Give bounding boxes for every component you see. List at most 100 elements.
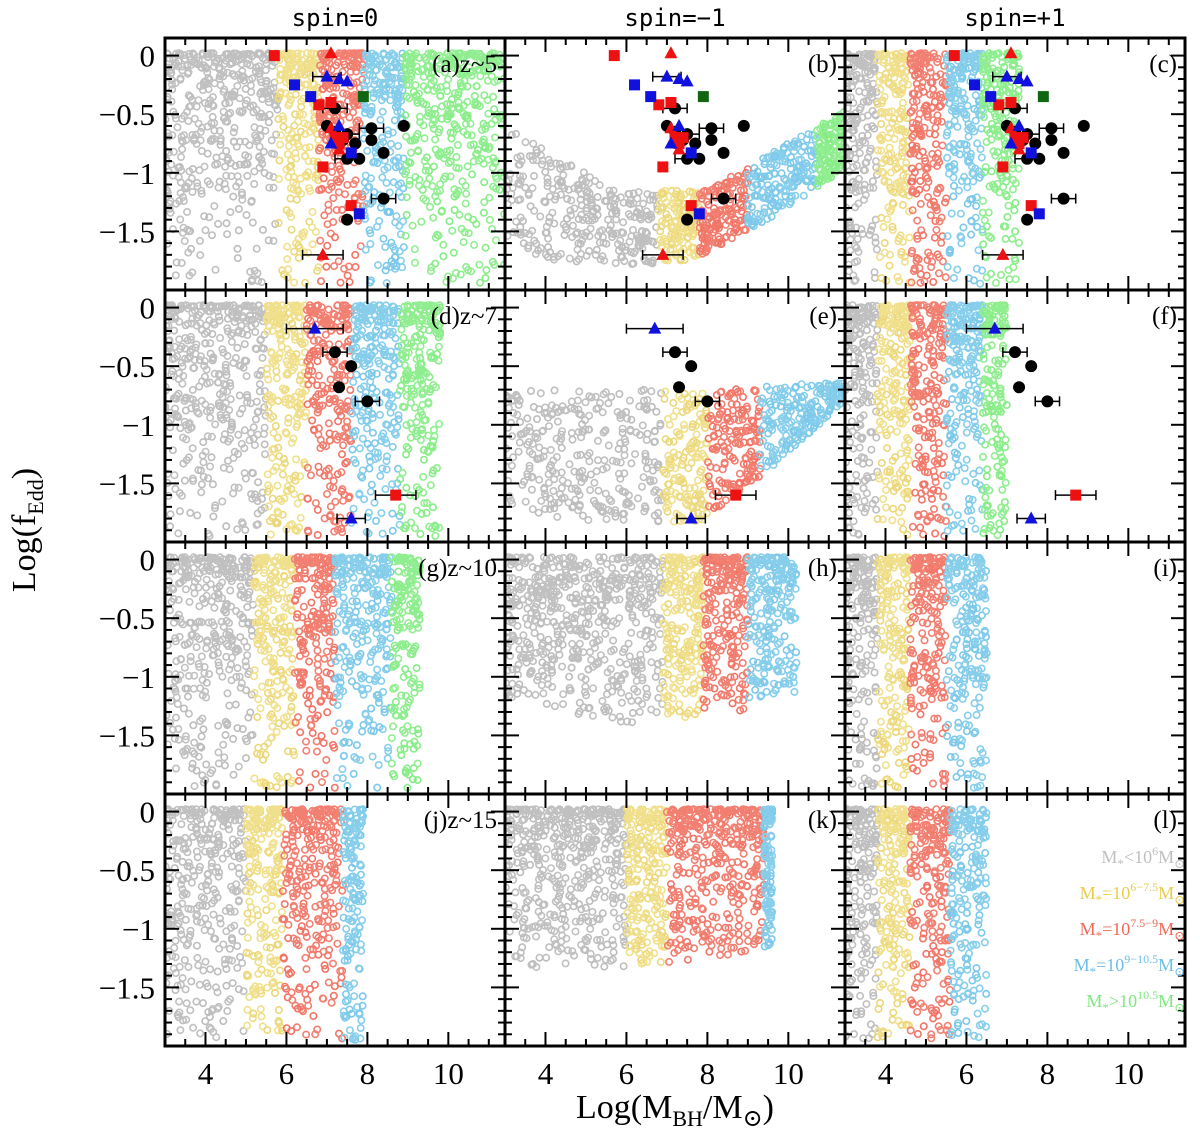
sim-point — [268, 513, 277, 522]
sim-point — [283, 345, 292, 354]
sim-point — [462, 262, 471, 271]
sim-point — [382, 261, 391, 270]
sim-point — [532, 146, 541, 155]
sim-point — [556, 190, 565, 199]
sim-point — [861, 138, 870, 147]
sim-point — [392, 262, 401, 271]
sim-point — [722, 182, 731, 191]
sim-point — [887, 205, 896, 214]
sim-point — [895, 114, 904, 123]
sim-point — [446, 100, 455, 109]
sim-point — [395, 386, 404, 395]
sim-point — [317, 110, 326, 119]
obs-black-circle — [737, 119, 750, 132]
sim-point — [908, 133, 917, 142]
sim-point — [221, 363, 230, 372]
sim-point — [918, 147, 927, 156]
sim-point — [372, 369, 381, 378]
sim-point — [447, 95, 456, 104]
obs-red-square — [665, 96, 677, 108]
sim-point — [403, 301, 412, 310]
sim-point — [415, 175, 424, 184]
obs-blue-triangle — [324, 136, 338, 149]
sim-point — [775, 151, 784, 160]
sim-point — [241, 525, 250, 534]
sim-point — [292, 422, 301, 431]
sim-point — [935, 102, 944, 111]
sim-point — [1011, 227, 1020, 236]
sim-point — [878, 167, 887, 176]
sim-point — [409, 87, 418, 96]
sim-point — [425, 61, 434, 70]
sim-point — [363, 146, 372, 155]
sim-point — [471, 150, 480, 159]
sim-point — [314, 86, 323, 95]
sim-point — [253, 430, 262, 439]
sim-point — [1008, 234, 1017, 243]
sim-point — [306, 349, 315, 358]
sim-point — [280, 386, 289, 395]
sim-point — [612, 457, 621, 466]
sim-point — [303, 526, 312, 535]
sim-point — [255, 49, 264, 58]
sim-point — [991, 151, 1000, 160]
sim-point — [410, 333, 419, 342]
sim-point — [193, 511, 202, 520]
sim-point — [341, 301, 350, 310]
sim-point — [314, 371, 323, 380]
sim-point — [274, 94, 283, 103]
sim-point — [378, 133, 387, 142]
sim-point — [352, 118, 361, 127]
sim-point — [448, 226, 457, 235]
sim-point — [894, 153, 903, 162]
sim-point — [521, 183, 530, 192]
sim-point — [412, 355, 421, 364]
sim-point — [296, 174, 305, 183]
sim-point — [343, 180, 352, 189]
sim-point — [549, 456, 558, 465]
sim-point — [232, 182, 241, 191]
sim-point — [1000, 136, 1009, 145]
sim-point — [932, 72, 941, 81]
obs-red-triangle — [664, 46, 678, 59]
observations-panel-4 — [285, 321, 417, 524]
sim-point — [777, 169, 786, 178]
sim-point — [444, 159, 453, 168]
sim-point — [272, 519, 281, 528]
sim-point — [380, 324, 389, 333]
sim-point — [197, 480, 206, 489]
sim-point — [442, 277, 451, 286]
sim-point — [263, 87, 272, 96]
sim-point — [419, 82, 428, 91]
sim-point — [421, 166, 430, 175]
sim-point — [221, 360, 230, 369]
sim-point — [559, 171, 568, 180]
sim-point — [581, 177, 590, 186]
sim-point — [379, 78, 388, 87]
sim-point — [906, 149, 915, 158]
sim-point — [823, 165, 832, 174]
sim-point — [399, 524, 408, 533]
sim-point — [580, 232, 589, 241]
sim-point — [403, 384, 412, 393]
sim-point — [454, 88, 463, 97]
sim-point — [368, 49, 377, 58]
sim-point — [314, 146, 323, 155]
sim-point — [991, 185, 1000, 194]
sim-point — [528, 505, 537, 514]
sim-point — [223, 324, 232, 333]
sim-point — [287, 129, 296, 138]
sim-point — [210, 62, 219, 71]
sim-point — [247, 316, 256, 325]
sim-point — [621, 246, 630, 255]
sim-point — [606, 190, 615, 199]
sim-point — [967, 230, 976, 239]
sim-point — [402, 374, 411, 383]
sim-point — [303, 371, 312, 380]
sim-point — [315, 401, 324, 410]
sim-point — [845, 217, 854, 226]
sim-point — [210, 58, 219, 67]
sim-point — [200, 329, 209, 338]
sim-point — [219, 387, 228, 396]
sim-point — [600, 196, 609, 205]
